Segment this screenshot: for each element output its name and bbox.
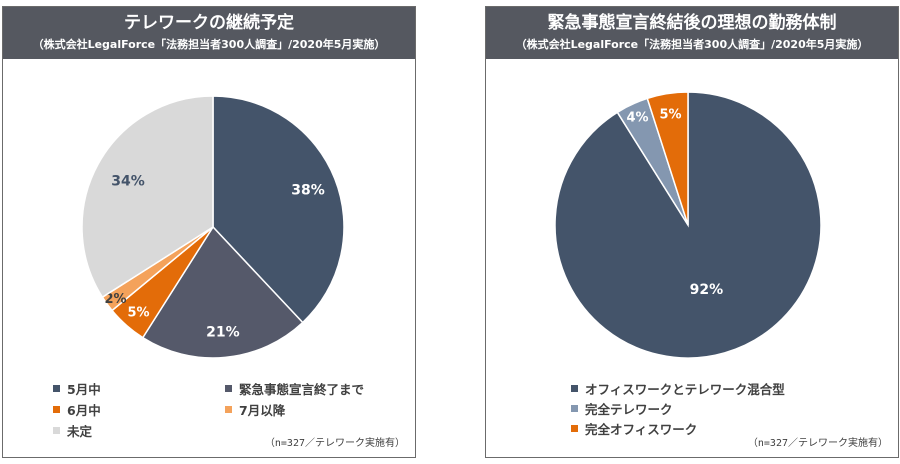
chart-header: 緊急事態宣言終結後の理想の勤務体制 （株式会社LegalForce「法務担当者3…	[486, 7, 898, 59]
legend-item: 未定	[53, 421, 92, 440]
slice-data-label: 2%	[104, 292, 126, 307]
chart-header: テレワークの継続予定 （株式会社LegalForce「法務担当者300人調査」/…	[3, 7, 415, 59]
sample-note: （n=327／テレワーク実施有）	[747, 438, 888, 449]
sample-note: （n=327／テレワーク実施有）	[264, 438, 405, 449]
pie-slice	[141, 225, 304, 359]
legend-swatch	[225, 385, 232, 392]
legend-item: 5月中	[53, 379, 101, 398]
pie-slice	[212, 95, 345, 324]
chart-panel-continuation: テレワークの継続予定 （株式会社LegalForce「法務担当者300人調査」/…	[2, 6, 416, 458]
legend-label: 完全オフィスワーク	[585, 422, 698, 437]
chart-subtitle: （株式会社LegalForce「法務担当者300人調査」/2020年5月実施）	[515, 38, 869, 51]
legend-swatch	[571, 385, 578, 392]
legend-label: 完全テレワーク	[585, 402, 673, 417]
legend-item: 緊急事態宣言終了まで	[225, 379, 364, 398]
legend-label: 緊急事態宣言終了まで	[239, 382, 365, 397]
pie-slice	[646, 91, 689, 226]
legend-swatch	[53, 427, 60, 434]
legend-swatch	[571, 405, 578, 412]
legend-swatch	[225, 406, 232, 413]
legend-swatch	[53, 406, 60, 413]
legend-label: 6月中	[67, 403, 101, 418]
legend-item: オフィスワークとテレワーク混合型	[571, 379, 785, 398]
legend-item: 完全テレワーク	[571, 399, 673, 418]
slice-data-label: 5%	[659, 107, 681, 122]
chart-title: 緊急事態宣言終結後の理想の勤務体制	[547, 13, 837, 33]
pie-chart-ideal-work: 92% 4% 5%	[554, 91, 822, 359]
legend-swatch	[571, 425, 578, 432]
slice-data-label: 21%	[206, 324, 240, 340]
legend-label: 未定	[67, 424, 93, 439]
slice-data-label: 92%	[690, 282, 724, 298]
legend-item: 6月中	[53, 400, 101, 419]
pie-chart-continuation: 38% 21% 5%2% 34%	[81, 95, 345, 359]
slice-data-label: 4%	[626, 110, 648, 125]
legend-item: 完全オフィスワーク	[571, 419, 697, 438]
legend-label: 5月中	[67, 382, 101, 397]
slice-data-label: 5%	[127, 306, 149, 321]
chart-title: テレワークの継続予定	[124, 13, 294, 33]
slice-data-label: 38%	[291, 182, 325, 198]
pie-slice	[81, 95, 214, 299]
legend-label: 7月以降	[239, 403, 286, 418]
legend-label: オフィスワークとテレワーク混合型	[585, 382, 785, 397]
chart-panel-ideal-work: 緊急事態宣言終結後の理想の勤務体制 （株式会社LegalForce「法務担当者3…	[485, 6, 899, 458]
legend-swatch	[53, 385, 60, 392]
slice-data-label: 34%	[111, 173, 145, 189]
chart-subtitle: （株式会社LegalForce「法務担当者300人調査」/2020年5月実施）	[32, 38, 386, 51]
legend-item: 7月以降	[225, 400, 285, 419]
